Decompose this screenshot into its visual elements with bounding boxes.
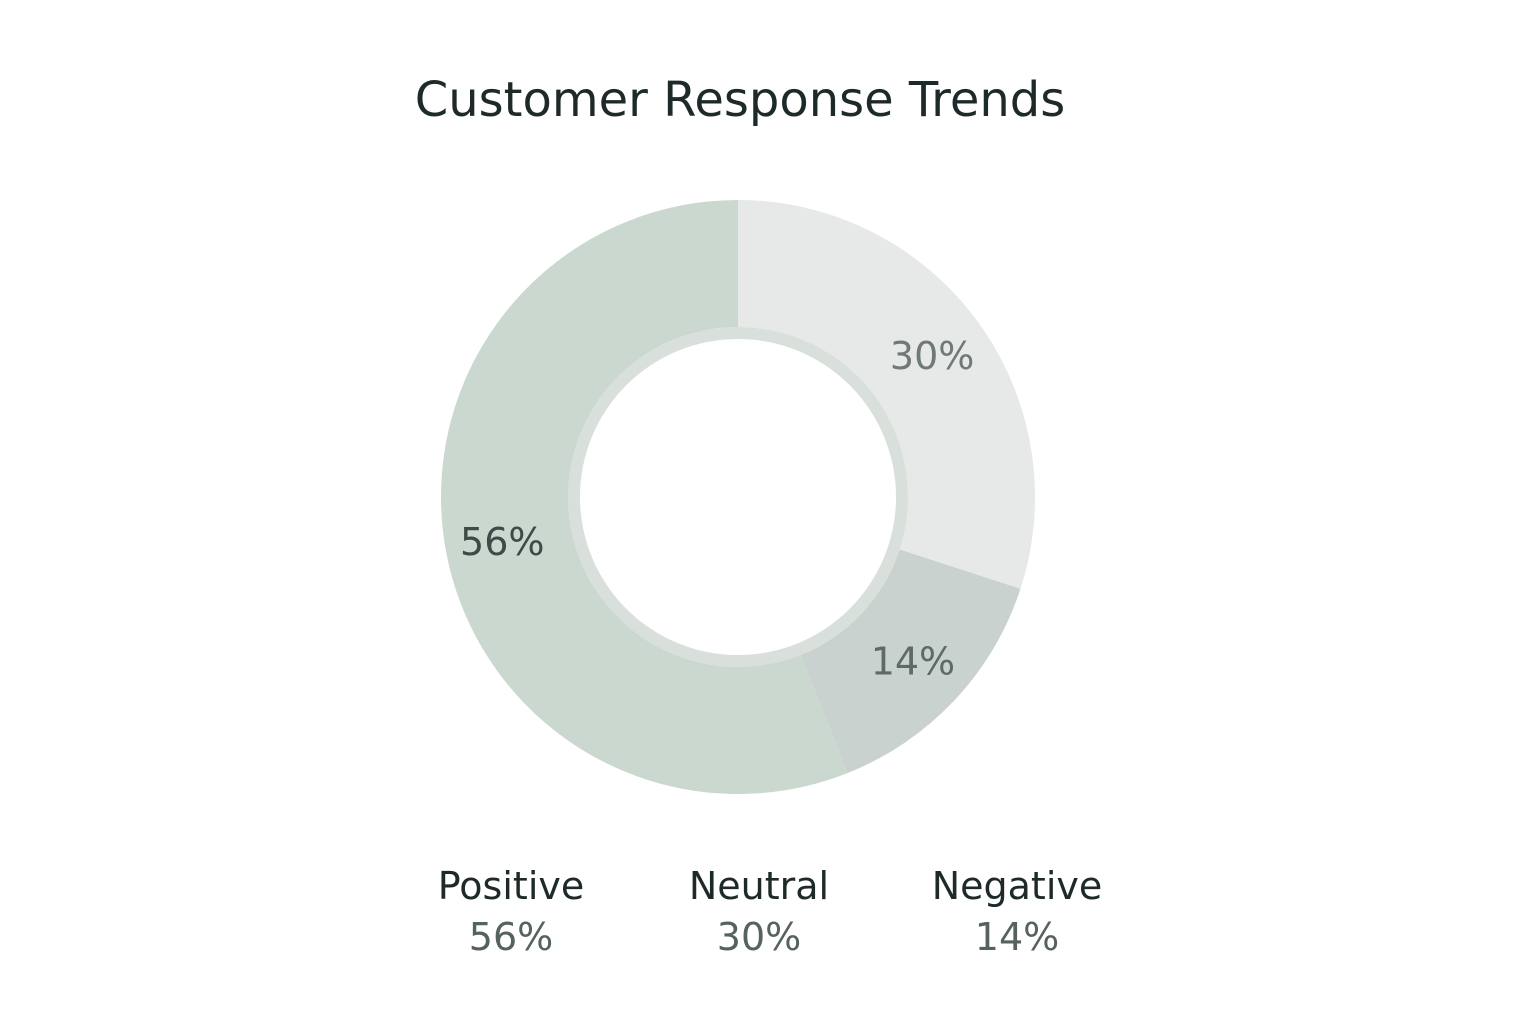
slice-positive — [441, 200, 848, 794]
legend-item-neutral: Neutral 30% — [629, 862, 889, 964]
slice-label-positive: 56% — [460, 520, 544, 564]
donut-slices — [441, 200, 1035, 794]
legend-value: 56% — [468, 915, 554, 959]
slice-labels: 30% 14% 56% — [460, 334, 974, 683]
slice-label-negative: 14% — [871, 639, 955, 683]
slice-neutral — [738, 200, 1035, 589]
legend-value: 30% — [716, 915, 802, 959]
chart-title: Customer Response Trends — [414, 72, 1066, 128]
legend: Positive 56% Neutral 30% Negative 14% — [0, 862, 1536, 982]
legend-item-negative: Negative 14% — [887, 862, 1147, 964]
legend-item-positive: Positive 56% — [381, 862, 641, 964]
legend-name: Positive — [437, 864, 585, 908]
legend-value: 14% — [974, 915, 1060, 959]
legend-name: Neutral — [688, 864, 830, 908]
slice-label-neutral: 30% — [890, 334, 974, 378]
donut-hole — [580, 339, 896, 655]
legend-name: Negative — [931, 864, 1103, 908]
slice-negative — [800, 549, 1021, 774]
